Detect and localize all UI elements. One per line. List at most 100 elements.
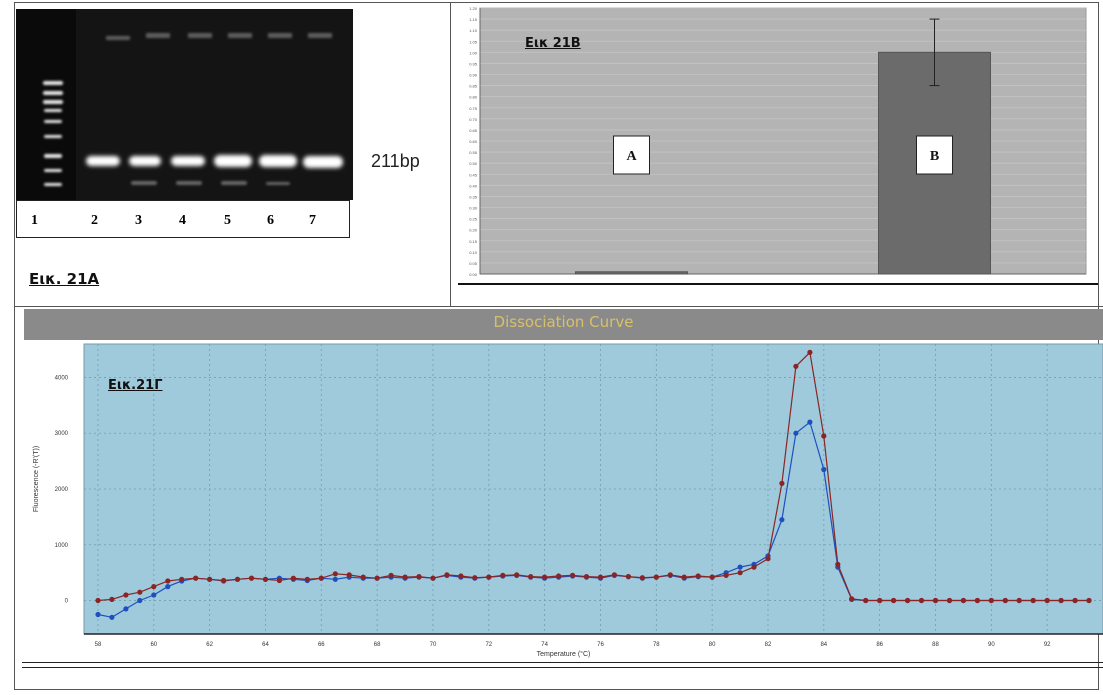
series-point [528,574,534,580]
series-point [1016,597,1022,604]
y-tick-label: 0.60 [469,139,478,144]
series-point [374,575,380,581]
series-point [458,573,464,579]
series-point [570,572,576,578]
lane-number: 1 [31,213,38,228]
series-point [151,592,157,598]
series-point [723,572,729,578]
series-point [542,574,548,580]
x-tick-label: 66 [318,642,325,648]
series-point [123,592,129,598]
series-point [500,572,506,578]
series-point [332,571,338,577]
y-tick-label: 0.30 [469,206,478,211]
x-tick-label: 70 [430,642,437,648]
lane-number-strip: 1 2 3 4 5 6 7 [16,200,350,238]
series-point [1044,597,1050,604]
y-tick-label: 0.45 [469,172,478,177]
x-tick-label: 82 [765,642,772,648]
bar [575,271,688,275]
series-point [109,614,115,620]
y-tick-label: 1.10 [469,28,478,33]
dissociation-curve-header: Dissociation Curve [24,309,1103,340]
series-point [472,575,478,581]
y-tick-label: 0.55 [469,150,478,155]
series-point [946,597,953,604]
series-point [248,575,255,581]
series-point [988,597,994,604]
series-point [262,576,269,582]
series-point [444,572,450,578]
lane-number: 2 [91,213,98,228]
series-point [234,576,241,582]
series-point [221,577,227,584]
x-tick-label: 92 [1044,642,1051,648]
series-point [653,574,659,580]
lane-number: 7 [309,213,316,228]
series-point [346,572,352,578]
series-point [807,419,813,425]
series-point [779,480,785,486]
category-label-box [613,135,650,175]
lane-number: 4 [179,213,186,228]
series-point [863,597,869,604]
series-point [877,597,883,604]
series-point [137,597,143,604]
x-tick-label: 84 [820,642,827,648]
panel-divider-horizontal [14,306,1103,307]
series-point [1086,597,1092,604]
series-point [779,517,785,523]
x-tick-label: 88 [932,642,939,648]
series-point [276,577,282,584]
series-point [681,574,687,580]
series-point [193,575,199,581]
series-point [514,572,520,578]
y-tick-label: 0.65 [469,128,478,133]
y-tick-label: 0.15 [469,239,478,244]
series-point [821,433,827,439]
y-tick-label: 0 [65,599,69,605]
series-point [1072,597,1078,604]
series-point [207,576,213,582]
y-tick-label: 0.05 [469,261,478,266]
y-tick-label: 0.85 [469,84,478,89]
category-label: A [626,149,637,164]
series-point [304,576,310,582]
x-tick-label: 90 [988,642,995,648]
series-point [974,597,981,604]
x-tick-label: 68 [374,642,381,648]
y-tick-label: 3000 [55,431,69,437]
series-point [318,575,324,581]
lane-number: 6 [267,213,274,228]
x-tick-label: 76 [597,642,604,648]
panel-divider-vertical [450,2,451,307]
series-point [793,430,799,436]
x-tick-label: 72 [485,642,492,648]
y-tick-label: 0.50 [469,161,478,166]
series-point [932,597,939,604]
x-tick-label: 60 [150,642,157,648]
series-point [360,574,366,580]
x-tick-label: 86 [876,642,883,648]
series-point [416,574,422,580]
series-point [849,596,855,602]
x-tick-label: 62 [206,642,213,648]
lane-number: 5 [224,213,231,228]
lane-number: 3 [135,213,142,228]
series-point [179,576,185,582]
series-point [151,584,157,590]
series-point [486,574,492,580]
series-point [332,576,338,582]
series-point [639,575,646,581]
y-tick-label: 4000 [55,375,69,381]
y-tick-label: 0.75 [469,106,478,111]
series-point [821,466,827,473]
series-point [737,570,743,576]
series-point [1058,597,1064,604]
series-point [137,589,143,595]
series-point [556,573,562,579]
series-point [765,556,771,562]
series-point [611,572,618,578]
dissociation-curve-title: Dissociation Curve [493,313,634,331]
series-point [1030,597,1036,604]
